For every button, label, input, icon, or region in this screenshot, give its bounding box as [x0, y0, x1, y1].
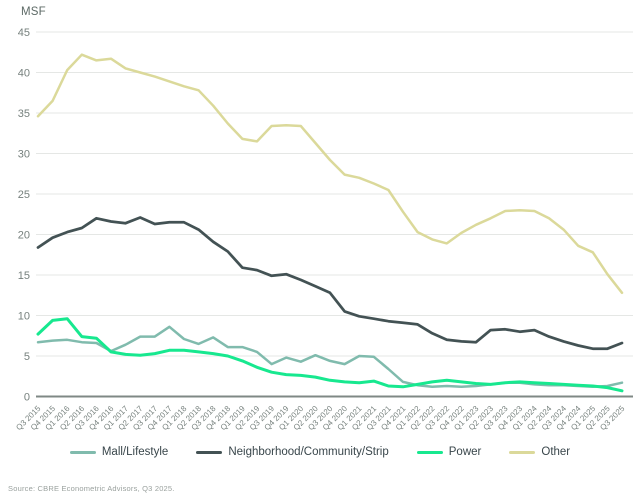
y-tick-label-30: 30: [18, 149, 30, 161]
series-line-mall-lifestyle: [36, 325, 624, 389]
source-attribution: Source: CBRE Econometric Advisors, Q3 20…: [8, 484, 175, 493]
legend-item-other: Other: [509, 446, 570, 458]
y-tick-label-0: 0: [24, 392, 30, 404]
legend-item-neighborhood-community-strip: Neighborhood/Community/Strip: [196, 446, 389, 458]
series-line-other: [36, 53, 624, 295]
y-tick-label-25: 25: [18, 189, 30, 201]
legend-swatch-neighborhood-community-strip: [196, 450, 223, 454]
legend-item-mall-lifestyle: Mall/Lifestyle: [69, 446, 169, 458]
y-axis-unit-label: MSF: [21, 6, 46, 18]
series-line-neighborhood-community-strip: [36, 216, 624, 351]
legend-item-power: Power: [416, 446, 482, 458]
y-tick-label-40: 40: [18, 68, 30, 80]
y-tick-label-20: 20: [18, 230, 30, 242]
series-line-power: [36, 317, 624, 393]
legend-swatch-mall-lifestyle: [69, 450, 96, 454]
y-tick-label-45: 45: [18, 27, 30, 39]
y-tick-label-10: 10: [18, 311, 30, 323]
y-tick-label-15: 15: [18, 270, 30, 282]
legend-label-other: Other: [541, 446, 571, 458]
legend-label-power: Power: [448, 446, 482, 458]
legend-label-mall-lifestyle: Mall/Lifestyle: [101, 446, 169, 458]
legend-swatch-power: [416, 450, 443, 454]
legend-label-neighborhood-community-strip: Neighborhood/Community/Strip: [228, 446, 389, 458]
chart-legend: Mall/Lifestyle Neighborhood/Community/St…: [0, 446, 640, 458]
y-tick-label-35: 35: [18, 108, 30, 120]
legend-swatch-other: [509, 450, 536, 454]
y-tick-label-5: 5: [24, 351, 30, 363]
